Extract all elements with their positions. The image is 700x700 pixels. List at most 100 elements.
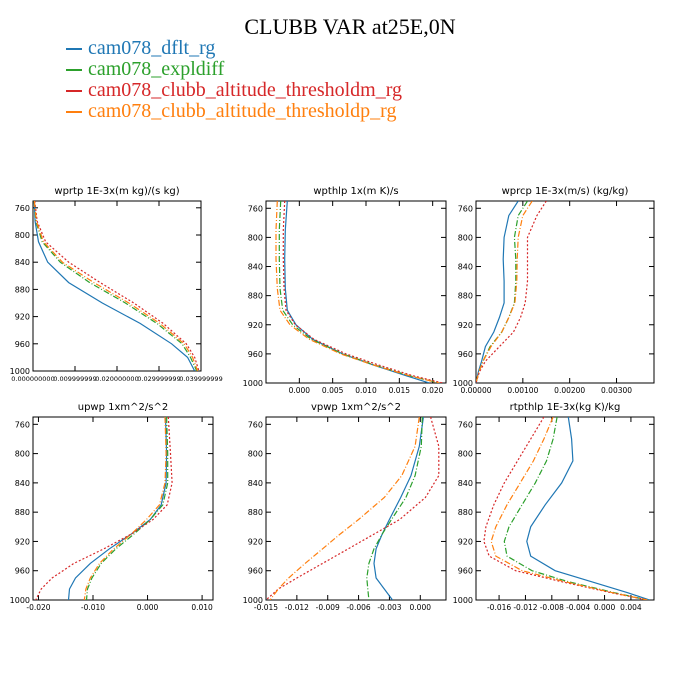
series-line [503,417,648,600]
y-tick-label: 880 [15,508,30,517]
x-tick-label: 0.004 [620,603,642,612]
y-tick-label: 840 [458,479,473,488]
x-tick-label: -0.020 [26,603,50,612]
series-line [284,201,430,383]
legend-label: cam078_expldiff [88,58,225,80]
x-tick-label: -0.006 [346,603,370,612]
y-tick-label: 800 [248,233,263,242]
y-tick-label: 920 [248,537,263,546]
series-line [269,417,420,600]
y-tick-label: 760 [15,204,30,213]
y-tick-label: 760 [458,420,473,429]
y-tick-label: 920 [15,313,30,322]
series-line [67,417,168,600]
legend-swatch [66,69,82,72]
y-tick-label: 880 [458,292,473,301]
legend-item: cam078_clubb_altitude_thresholdm_rg [66,80,402,101]
y-tick-label: 1000 [453,379,473,388]
series-line [490,417,648,600]
legend-item: cam078_clubb_altitude_thresholdp_rg [66,101,402,122]
series-line [275,201,440,383]
y-tick-label: 880 [458,508,473,517]
x-tick-label: 0.00100 [507,386,538,395]
y-tick-label: 1000 [10,367,30,376]
series-line [266,417,440,600]
chart-title: wprcp 1E-3x(m/s) (kg/kg) [502,186,629,197]
y-tick-label: 880 [248,292,263,301]
y-tick-label: 920 [458,537,473,546]
series-line [33,201,199,371]
x-tick-label: 0.010 [191,603,213,612]
x-tick-label: 0.000 [410,603,432,612]
series-line [476,201,533,383]
y-tick-label: 800 [248,450,263,459]
plot-frame [32,200,202,372]
chart-panel: upwp 1xm^2/s^27608008408809209601000-0.0… [10,402,214,612]
y-tick-label: 960 [248,567,263,576]
y-tick-label: 960 [15,567,30,576]
series-line [33,201,198,371]
x-tick-label: 0.000 [594,603,616,612]
x-tick-label: -0.016 [487,603,511,612]
chart-panel: wpthlp 1x(m K)/s 760 800 840 880 920 960 1000 0.… [243,186,447,395]
y-tick-label: 840 [458,263,473,272]
series-line [476,201,519,383]
chart-panel: vpwp 1xm^2/s^2 760 800 840 880 920 960 1000 -0.0… [243,402,447,612]
y-tick-label: 840 [15,479,30,488]
y-tick-label: 960 [248,350,263,359]
x-tick-label: 0.039999999 [179,375,222,383]
chart-title: wprtp 1E-3x(m kg)/(s kg) [54,186,179,197]
y-tick-label: 760 [248,420,263,429]
y-tick-label: 920 [15,537,30,546]
x-tick-label: 0.005 [322,386,344,395]
series-line [476,201,547,383]
chart-title: wpthlp 1x(m K)/s [313,186,398,197]
series-line [83,417,167,600]
legend-item: cam078_dflt_rg [66,38,402,59]
x-tick-label: 0.009999999 [53,375,96,383]
x-tick-label: 0.000 [289,386,311,395]
y-tick-label: 800 [15,231,30,240]
x-tick-label: 0.00200 [554,386,585,395]
chart-panel: wprtp 1E-3x(m kg)/(s kg) 760 800 840 880 920 9… [10,186,223,383]
chart-title: vpwp 1xm^2/s^2 [311,402,401,413]
x-tick-label: -0.004 [566,603,590,612]
x-tick-label: 0.000 [137,603,159,612]
y-tick-label: 1000 [10,596,30,605]
series-line [526,417,650,600]
legend-label: cam078_clubb_altitude_thresholdp_rg [88,100,397,122]
x-tick-label: -0.008 [540,603,564,612]
series-line [35,417,173,600]
series-line [34,201,200,371]
y-tick-label: 880 [248,508,263,517]
plot-frame [475,200,655,384]
series-line [282,201,443,383]
y-tick-label: 880 [15,285,30,294]
y-tick-label: 840 [248,263,263,272]
legend: cam078_dflt_rg cam078_expldiff cam078_cl… [66,38,402,122]
plot-frame [265,200,447,384]
y-tick-label: 1000 [243,596,263,605]
legend-label: cam078_dflt_rg [88,37,216,59]
y-tick-label: 800 [458,450,473,459]
legend-swatch [66,111,82,114]
x-tick-label: -0.012 [285,603,309,612]
plot-frame [475,416,655,601]
x-tick-label: 0.015 [389,386,411,395]
y-tick-label: 800 [458,233,473,242]
y-tick-label: 840 [15,258,30,267]
series-line [366,417,423,600]
y-tick-label: 920 [458,321,473,330]
x-tick-label: 0.000000000 [11,375,54,383]
y-tick-label: 840 [248,479,263,488]
x-tick-label: 0.020 [422,386,444,395]
y-tick-label: 960 [458,567,473,576]
series-line [278,201,440,383]
y-tick-label: 960 [15,340,30,349]
y-tick-label: 760 [458,204,473,213]
y-tick-label: 1000 [243,379,263,388]
series-line [85,417,169,600]
x-tick-label: -0.010 [81,603,105,612]
page-title: CLUBB VAR at25E,0N [244,14,456,39]
